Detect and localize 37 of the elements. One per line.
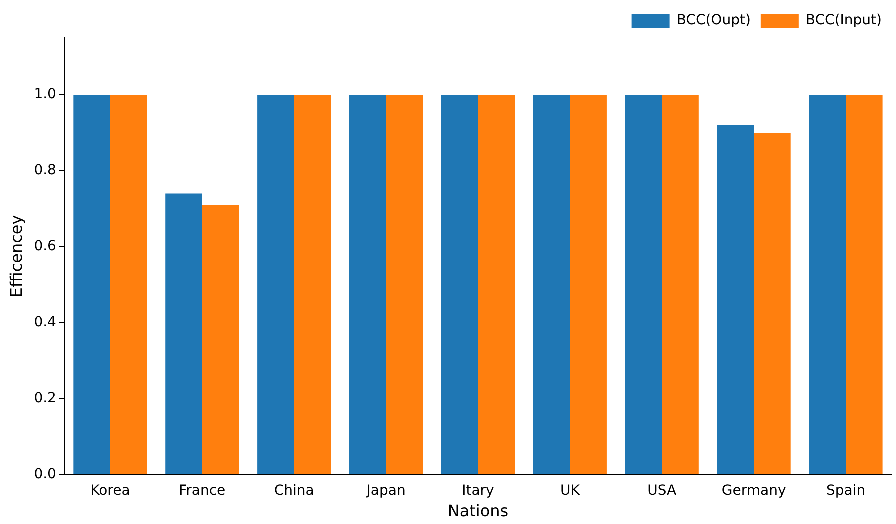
x-tick-label: Germany — [722, 483, 786, 500]
bar — [258, 95, 294, 474]
x-tick-label: China — [274, 483, 314, 500]
bar — [350, 95, 386, 474]
bar — [533, 95, 570, 474]
y-tick-label: 0.6 — [34, 238, 57, 255]
x-tick-label: France — [179, 483, 226, 500]
bar — [202, 205, 240, 474]
y-tick-label: 0.0 — [34, 466, 56, 483]
x-tick-label: Spain — [826, 483, 866, 500]
y-tick-label: 0.8 — [34, 162, 56, 179]
bar — [625, 95, 662, 474]
x-tick-label: Japan — [366, 483, 406, 500]
x-tick-label: Korea — [90, 483, 130, 500]
bar — [294, 95, 332, 474]
x-tick-label: Itary — [462, 483, 494, 500]
x-tick-label: USA — [648, 483, 678, 500]
y-tick-label: 0.4 — [34, 314, 57, 331]
bar — [441, 95, 478, 474]
bar — [570, 95, 607, 474]
bar — [809, 95, 846, 474]
x-axis-title: Nations — [448, 502, 509, 521]
bar — [386, 95, 424, 474]
bar — [754, 133, 791, 474]
legend-label: BCC(Oupt) — [676, 12, 751, 29]
bar — [166, 194, 202, 474]
bar — [74, 95, 110, 474]
bar — [478, 95, 516, 474]
bar — [110, 95, 148, 474]
x-tick-label: UK — [560, 483, 581, 500]
y-axis-title: Efficencey — [6, 215, 26, 298]
bar — [717, 125, 754, 474]
legend-label: BCC(Input) — [806, 12, 882, 29]
y-tick-label: 0.2 — [34, 390, 56, 407]
bar — [662, 95, 699, 474]
y-tick-label: 1.0 — [34, 86, 56, 103]
bar — [846, 95, 883, 474]
